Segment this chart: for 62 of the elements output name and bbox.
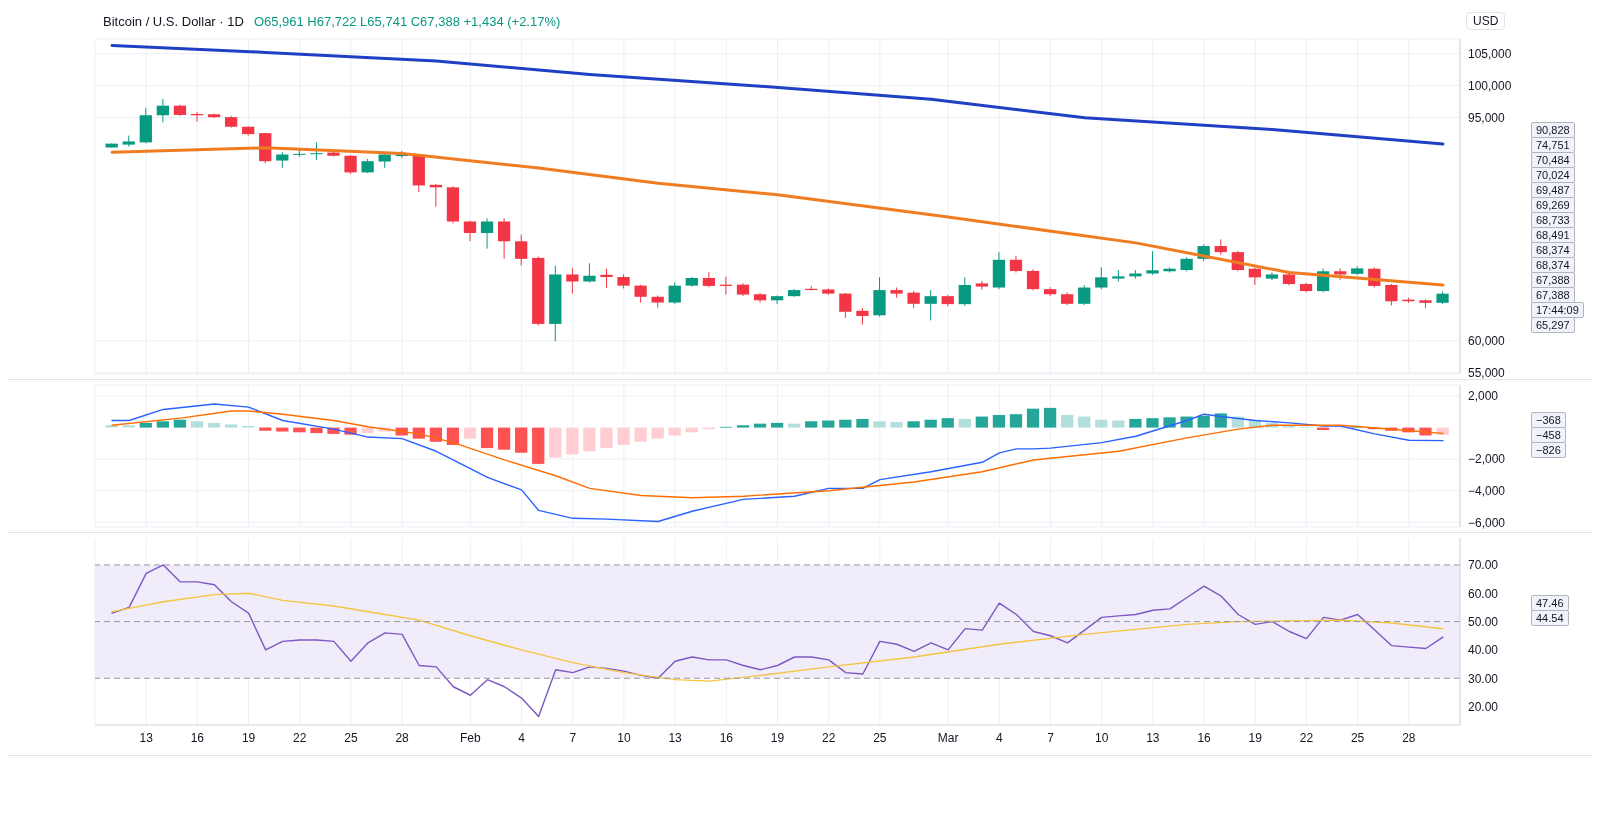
x-tick-label: 22	[822, 730, 836, 745]
text: 69,269	[1531, 197, 1575, 213]
y-tick-label: 55,000	[1468, 365, 1506, 380]
x-tick-label: 16	[190, 730, 205, 745]
y-tick-label: 2,000	[1468, 389, 1499, 404]
text: 68,733	[1531, 212, 1575, 228]
text: −458	[1531, 427, 1566, 443]
x-tick-label: 7	[1047, 730, 1055, 745]
text: 68,374	[1531, 242, 1575, 258]
x-tick-label: 16	[1197, 730, 1212, 745]
x-tick-label: 25	[1350, 730, 1365, 745]
text: −826	[1531, 442, 1566, 458]
y-tick-label: 50.00	[1468, 614, 1499, 629]
y-tick-label: 70.00	[1468, 558, 1499, 573]
text: 69,487	[1531, 182, 1575, 198]
x-tick-label: 19	[1248, 730, 1263, 745]
text: 44.54	[1531, 610, 1569, 626]
x-tick-label: 19	[241, 730, 256, 745]
x-tick-label: 22	[293, 730, 307, 745]
chart-title: Bitcoin / U.S. Dollar · 1D	[103, 14, 244, 29]
x-tick-label: 25	[344, 730, 358, 745]
x-tick-label: 16	[719, 730, 734, 745]
y-tick-label: −4,000	[1468, 483, 1506, 498]
y-tick-label: 105,000	[1468, 46, 1512, 61]
chart-subtitle: O65,961 H67,722 L65,741 C67,388 +1,434 (+2.17%)	[253, 14, 561, 29]
y-tick-label: 60,000	[1468, 334, 1506, 349]
x-tick-label: 28	[395, 730, 410, 745]
y-tick-label: 60.00	[1468, 586, 1499, 601]
x-tick-label: Mar	[937, 730, 959, 745]
text: 67,388	[1531, 287, 1575, 303]
x-tick-label: 4	[995, 730, 1003, 745]
x-tick-label: 13	[668, 730, 683, 745]
text: 68,491	[1531, 227, 1575, 243]
y-tick-label: 30.00	[1468, 671, 1499, 686]
text: 90,828	[1531, 122, 1575, 138]
y-tick-label: 40.00	[1468, 643, 1499, 658]
x-tick-label: 28	[1402, 730, 1416, 745]
y-tick-label: 100,000	[1468, 78, 1512, 93]
text: 65,297	[1531, 317, 1575, 333]
text: −368	[1531, 412, 1566, 428]
x-tick-label: 7	[569, 730, 577, 745]
x-tick-label: 13	[1146, 730, 1160, 745]
x-tick-label: 10	[1095, 730, 1109, 745]
x-tick-label: 4	[518, 730, 526, 745]
y-tick-label: 95,000	[1468, 110, 1506, 125]
text: 74,751	[1531, 137, 1575, 153]
y-tick-label: −6,000	[1468, 515, 1506, 530]
text: 70,024	[1531, 167, 1575, 183]
x-tick-label: 22	[1299, 730, 1314, 745]
x-tick-label: 25	[873, 730, 887, 745]
y-tick-label: −2,000	[1468, 452, 1506, 467]
text: 17:44:09	[1531, 302, 1584, 318]
text: 47.46	[1531, 595, 1569, 611]
x-tick-label: 19	[770, 730, 785, 745]
text: 67,388	[1531, 272, 1575, 288]
x-tick-label: 13	[139, 730, 154, 745]
text: 70,484	[1531, 152, 1575, 168]
text: 68,374	[1531, 257, 1575, 273]
x-tick-label: 10	[617, 730, 631, 745]
y-tick-label: 20.00	[1468, 699, 1499, 714]
x-tick-label: Feb	[460, 730, 482, 745]
y-axis-title: USD	[1466, 12, 1506, 30]
